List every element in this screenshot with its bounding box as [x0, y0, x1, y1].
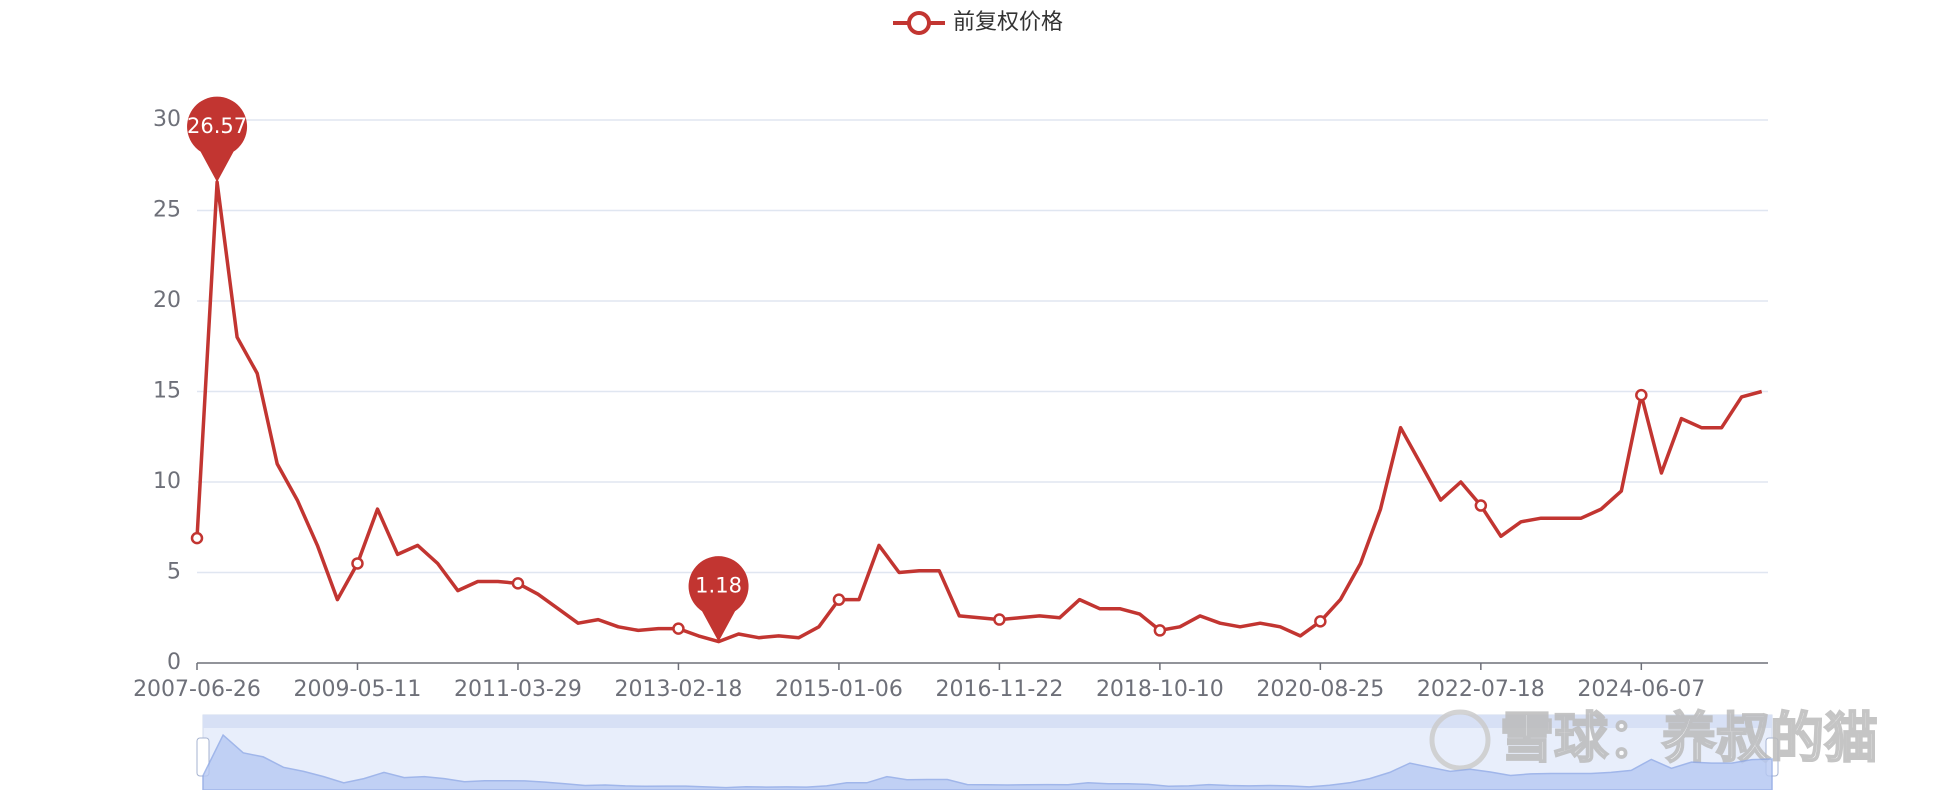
- x-tick-label: 2020-08-25: [1256, 677, 1384, 702]
- x-tick-label: 2007-06-26: [133, 677, 261, 702]
- y-tick-label: 30: [153, 107, 181, 132]
- line-symbol: [351, 557, 364, 570]
- watermark-logo: [1429, 709, 1491, 771]
- x-tick-label: 2024-06-07: [1577, 677, 1705, 702]
- zoom-handle-bar[interactable]: [203, 715, 1772, 728]
- mark-label: 1.18: [695, 574, 742, 598]
- line-symbol: [511, 577, 525, 590]
- line-symbol: [993, 613, 1006, 626]
- legend-label: 前复权价格: [953, 10, 1063, 35]
- line-symbol: [190, 531, 204, 545]
- watermark-text: 雪球：养叔的猫: [1500, 707, 1878, 770]
- line-symbol: [1635, 388, 1648, 402]
- line-symbol: [832, 593, 846, 606]
- y-tick-label: 5: [167, 560, 181, 585]
- mark-label: 26.57: [187, 114, 247, 138]
- zoom-overview: [202, 733, 1773, 790]
- line-symbol: [1474, 499, 1488, 512]
- y-tick-label: 10: [153, 469, 181, 494]
- price-line: [195, 180, 1763, 644]
- x-tick-label: 2011-03-29: [454, 677, 582, 702]
- watermark: 雪球：养叔的猫: [1429, 706, 1879, 771]
- y-tick-label: 25: [153, 198, 181, 223]
- y-tick-label: 20: [153, 288, 181, 313]
- x-tick-label: 2013-02-18: [615, 677, 743, 702]
- x-tick-label: 2022-07-18: [1417, 677, 1545, 702]
- x-tick-label: 2009-05-11: [294, 677, 422, 702]
- mark-pin: [688, 556, 749, 642]
- mark-pin: [187, 96, 248, 183]
- y-tick-label: 0: [167, 650, 181, 675]
- line-symbol: [1314, 615, 1327, 628]
- legend-symbol: [907, 11, 931, 35]
- x-tick-label: 2016-11-22: [935, 677, 1063, 702]
- legend[interactable]: 前复权价格: [893, 10, 1063, 35]
- line-symbol: [1153, 624, 1167, 637]
- x-tick-label: 2018-10-10: [1096, 677, 1224, 702]
- line-symbol: [672, 622, 685, 635]
- mark-point: 26.57: [187, 96, 248, 183]
- y-tick-label: 15: [153, 379, 181, 404]
- mark-point: 1.18: [688, 556, 749, 642]
- x-tick-label: 2015-01-06: [775, 677, 903, 702]
